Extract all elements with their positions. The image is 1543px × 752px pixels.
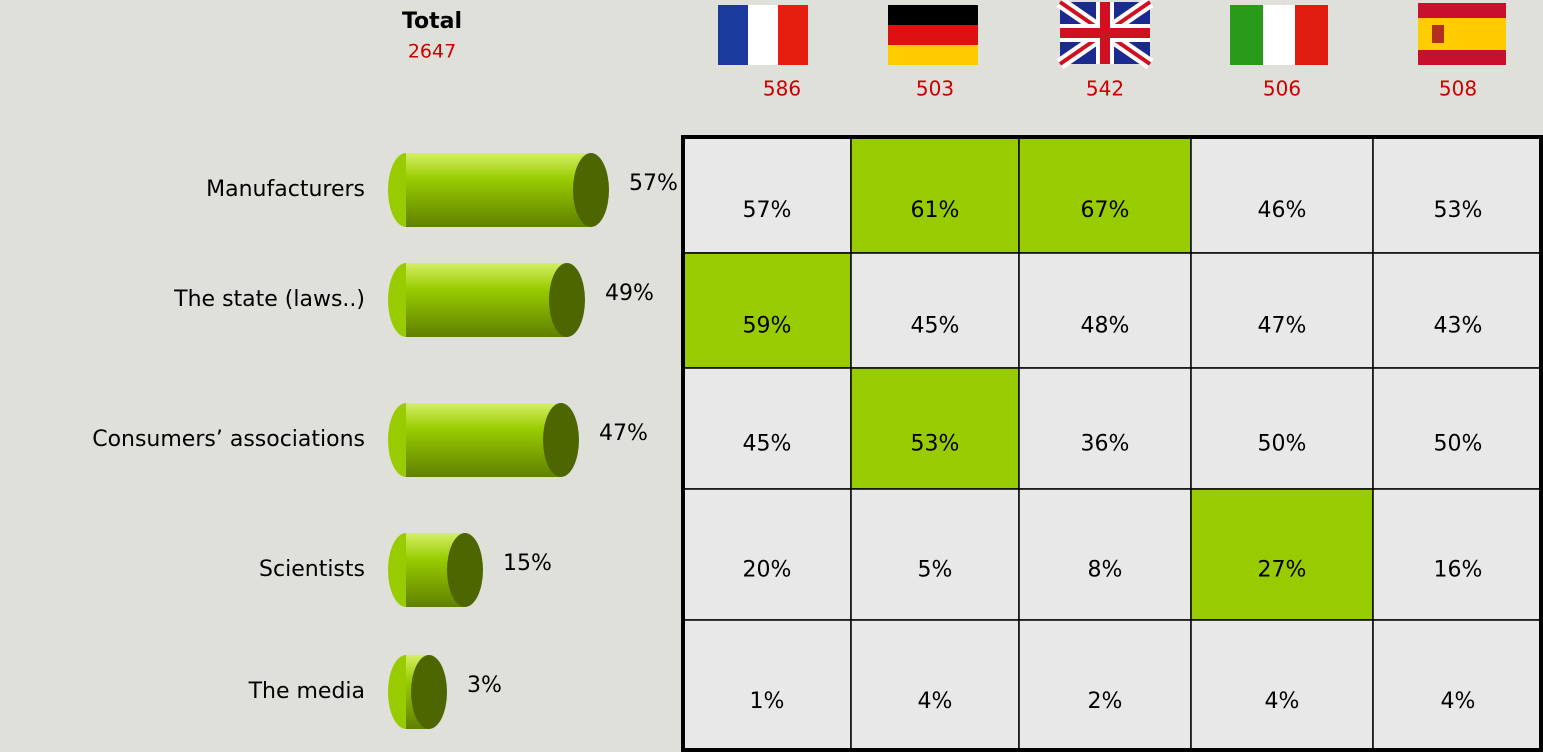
column-count: 586 [763, 77, 801, 101]
column-count: 542 [1086, 77, 1124, 101]
table-cell [1190, 252, 1374, 369]
table-cell [850, 367, 1020, 490]
table-cell [682, 488, 852, 621]
table-frame [681, 135, 1543, 752]
table-cell [1190, 136, 1374, 254]
total-title: Total [402, 9, 462, 34]
column-count: 503 [916, 77, 954, 101]
bars: Manufacturers 57% The state (laws..) 49% Con… [92, 153, 678, 729]
table-value: 46% [1258, 198, 1307, 223]
total-count: 2647 [408, 41, 456, 63]
value-label: 47% [599, 421, 648, 446]
category-label: Consumers’ associations [92, 427, 365, 452]
table-cell [1190, 619, 1374, 752]
table-cell [1372, 136, 1543, 254]
table-value: 5% [918, 558, 953, 583]
bar-end [543, 403, 579, 477]
table-cell [850, 252, 1020, 369]
table-cell [1372, 488, 1543, 621]
table-value: 59% [743, 314, 792, 339]
table-cell [1372, 367, 1543, 490]
table-value: 4% [1265, 689, 1300, 714]
value-label: 15% [503, 551, 552, 576]
bar-body [406, 403, 561, 477]
table-cell [682, 252, 852, 369]
table-cell [850, 136, 1020, 254]
table-cell [682, 619, 852, 752]
flag-uk [1056, 0, 1154, 69]
table-cell [1190, 367, 1374, 490]
table-cell [1018, 252, 1192, 369]
value-label: 57% [629, 171, 678, 196]
bar [388, 533, 483, 607]
flag-spain [1418, 3, 1506, 65]
table-value: 4% [918, 689, 953, 714]
bar [388, 655, 447, 729]
table: 586 503 542 506 508 57% 61% 67% 46% 53% 59% 45% 48% 4… [681, 77, 1543, 752]
table-cell [1018, 488, 1192, 621]
category-label: Manufacturers [206, 177, 365, 202]
table-cell [1018, 367, 1192, 490]
table-cell [1018, 136, 1192, 254]
table-value: 50% [1434, 432, 1483, 457]
table-value: 67% [1081, 198, 1130, 223]
table-cell [682, 367, 852, 490]
value-label: 3% [467, 673, 502, 698]
table-value: 20% [743, 558, 792, 583]
bar [388, 263, 585, 337]
bar-end [549, 263, 585, 337]
table-cell [1372, 252, 1543, 369]
category-label: The media [248, 679, 365, 704]
table-cell [1372, 619, 1543, 752]
category-label: Scientists [259, 557, 365, 582]
table-value: 61% [911, 198, 960, 223]
category-label: The state (laws..) [173, 287, 365, 312]
table-value: 57% [743, 198, 792, 223]
column-count: 506 [1263, 77, 1301, 101]
table-value: 4% [1441, 689, 1476, 714]
bar-end [573, 153, 609, 227]
table-value: 47% [1258, 314, 1307, 339]
bar-end [411, 655, 447, 729]
value-label: 49% [605, 281, 654, 306]
table-cell [682, 136, 852, 254]
bar [388, 153, 609, 227]
column-count: 508 [1439, 77, 1477, 101]
table-cell [850, 488, 1020, 621]
table-value: 45% [911, 314, 960, 339]
table-value: 36% [1081, 432, 1130, 457]
table-value: 16% [1434, 558, 1483, 583]
table-value: 2% [1088, 689, 1123, 714]
table-value: 1% [750, 689, 785, 714]
table-value: 8% [1088, 558, 1123, 583]
flag-germany [888, 5, 978, 65]
flag-france [718, 5, 808, 65]
table-value: 48% [1081, 314, 1130, 339]
bar-body [406, 153, 591, 227]
table-cell [850, 619, 1020, 752]
table-cell [1018, 619, 1192, 752]
bar [388, 403, 579, 477]
table-value: 27% [1258, 558, 1307, 583]
bar-body [406, 263, 567, 337]
table-cell [1190, 488, 1374, 621]
table-value: 45% [743, 432, 792, 457]
table-value: 50% [1258, 432, 1307, 457]
table-value: 53% [1434, 198, 1483, 223]
table-value: 43% [1434, 314, 1483, 339]
flag-italy [1230, 5, 1328, 65]
bar-end [447, 533, 483, 607]
table-value: 53% [911, 432, 960, 457]
